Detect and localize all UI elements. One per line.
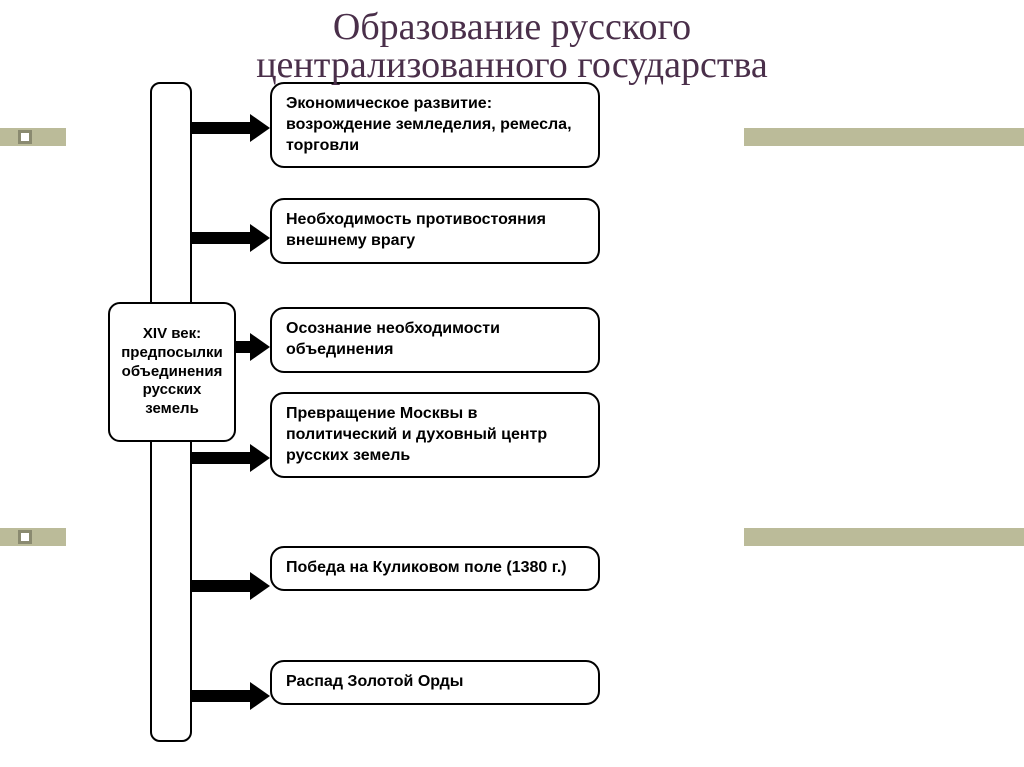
arrow-2 xyxy=(192,224,270,252)
arrow-6 xyxy=(192,682,270,710)
bg-band-top-right xyxy=(744,128,1024,146)
diagram-container: XIV век: предпосылки объединения русских… xyxy=(100,82,740,742)
page-title: Образование русского централизованного г… xyxy=(0,8,1024,84)
target-node-text: Осознание необходимости объединения xyxy=(286,320,500,358)
bg-band-top-left xyxy=(0,128,66,146)
target-node-text: Распад Золотой Орды xyxy=(286,673,463,690)
arrow-1 xyxy=(192,114,270,142)
target-node-text: Экономическое развитие: возрождение земл… xyxy=(286,95,572,154)
target-node-1: Экономическое развитие: возрождение земл… xyxy=(270,82,600,168)
bullet-top xyxy=(18,130,32,144)
target-node-5: Победа на Куликовом поле (1380 г.) xyxy=(270,546,600,591)
target-node-6: Распад Золотой Орды xyxy=(270,660,600,705)
target-node-2: Необходимость противостояния внешнему вр… xyxy=(270,198,600,264)
source-node: XIV век: предпосылки объединения русских… xyxy=(108,302,236,442)
diagram: XIV век: предпосылки объединения русских… xyxy=(100,82,740,742)
title-line-2: централизованного государства xyxy=(256,44,768,86)
arrow-shaft xyxy=(192,690,250,702)
bg-band-bottom-right xyxy=(744,528,1024,546)
arrow-3 xyxy=(236,333,270,361)
bg-band-bottom-left xyxy=(0,528,66,546)
title-line-1: Образование русского xyxy=(333,6,691,48)
arrow-shaft xyxy=(192,452,250,464)
arrow-head-icon xyxy=(250,224,270,252)
target-node-text: Победа на Куликовом поле (1380 г.) xyxy=(286,559,567,576)
arrow-shaft xyxy=(236,341,250,353)
arrow-head-icon xyxy=(250,333,270,361)
arrow-head-icon xyxy=(250,572,270,600)
arrow-4 xyxy=(192,444,270,472)
arrow-shaft xyxy=(192,232,250,244)
target-node-3: Осознание необходимости объединения xyxy=(270,307,600,373)
target-node-text: Необходимость противостояния внешнему вр… xyxy=(286,211,546,249)
arrow-shaft xyxy=(192,580,250,592)
arrow-head-icon xyxy=(250,682,270,710)
arrow-5 xyxy=(192,572,270,600)
target-node-text: Превращение Москвы в политический и духо… xyxy=(286,405,547,464)
target-node-4: Превращение Москвы в политический и духо… xyxy=(270,392,600,478)
arrow-head-icon xyxy=(250,444,270,472)
bullet-bottom xyxy=(18,530,32,544)
arrow-shaft xyxy=(192,122,250,134)
source-node-text: XIV век: предпосылки объединения русских… xyxy=(116,325,228,419)
arrow-head-icon xyxy=(250,114,270,142)
